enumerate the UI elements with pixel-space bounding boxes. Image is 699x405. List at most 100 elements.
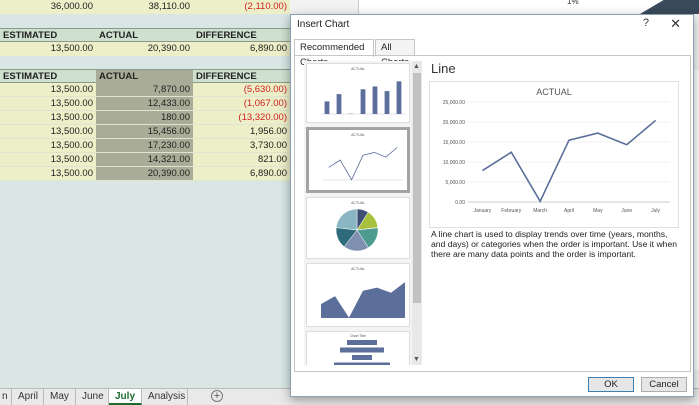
thumb-pie-slice bbox=[335, 208, 358, 231]
cell-actual-top[interactable]: 38,110.00 bbox=[96, 0, 193, 14]
thumbnail-area-chart[interactable]: ACTUAL bbox=[306, 263, 410, 327]
x-tick-label: June bbox=[621, 208, 632, 214]
y-tick-label: 15,000.00 bbox=[443, 140, 465, 146]
preview-chart-type: Line bbox=[431, 61, 456, 76]
y-tick-label: 0.00 bbox=[455, 200, 465, 206]
cell-difference[interactable]: 1,956.00 bbox=[193, 125, 290, 139]
cell-actual[interactable]: 12,433.00 bbox=[96, 97, 193, 111]
y-tick-label: 10,000.00 bbox=[443, 160, 465, 166]
thumbnail-pie-chart[interactable]: ACTUAL bbox=[306, 197, 410, 259]
scroll-thumb[interactable] bbox=[413, 73, 421, 303]
dialog-body: ACTUAL ACTUAL ACTUAL ACTUAL Chart Title … bbox=[294, 55, 691, 372]
thumb-funnel-bar bbox=[334, 362, 390, 365]
cell-difference[interactable]: 6,890.00 bbox=[193, 167, 290, 181]
thumbnail-funnel-chart[interactable]: Chart Title bbox=[306, 331, 410, 365]
cell-actual[interactable]: 7,870.00 bbox=[96, 83, 193, 97]
cell-difference[interactable]: (5,630.00) bbox=[193, 83, 290, 97]
cell-summary-estimated[interactable]: 13,500.00 bbox=[0, 42, 96, 56]
x-tick-label: February bbox=[501, 208, 522, 214]
y-tick-label: 20,000.00 bbox=[443, 120, 465, 126]
main-line-chart: ACTUAL 0.00 5,000.00 10,000.00 15,000.00 20,0… bbox=[443, 87, 670, 214]
tab-june[interactable]: June bbox=[76, 389, 109, 405]
thumb-bar bbox=[336, 94, 342, 114]
thumb-funnel-bar bbox=[347, 340, 377, 345]
top-row: 36,000.00 38,110.00 (2,110.00) bbox=[0, 0, 290, 14]
thumb-bar bbox=[396, 81, 402, 114]
thumbnail-line-chart[interactable]: ACTUAL bbox=[306, 127, 410, 193]
header-difference[interactable]: DIFFERENCE bbox=[196, 30, 257, 41]
cell-actual[interactable]: 20,390.00 bbox=[96, 167, 193, 181]
ok-button[interactable]: OK bbox=[588, 377, 634, 392]
cell-estimated[interactable]: 13,500.00 bbox=[0, 125, 96, 139]
summary-row: 13,500.00 20,390.00 6,890.00 bbox=[0, 42, 290, 56]
scroll-up-icon[interactable]: ▲ bbox=[413, 63, 420, 70]
thumbnail-bar-chart[interactable]: ACTUAL bbox=[306, 63, 410, 123]
cell-difference[interactable]: 821.00 bbox=[193, 153, 290, 167]
cell-summary-actual[interactable]: 20,390.00 bbox=[96, 42, 193, 56]
scroll-down-icon[interactable]: ▼ bbox=[413, 356, 420, 363]
chart-thumbnail-list: ACTUAL ACTUAL ACTUAL ACTUAL Chart Title bbox=[304, 61, 422, 365]
cell-difference[interactable]: 3,730.00 bbox=[193, 139, 290, 153]
tab-all-charts[interactable]: All Charts bbox=[375, 39, 415, 68]
cell-difference[interactable]: (13,320.00) bbox=[193, 111, 290, 125]
header-actual-selected[interactable]: ACTUAL bbox=[96, 70, 193, 84]
thumb-pie-svg: ACTUAL bbox=[335, 201, 379, 252]
cell-estimated[interactable]: 13,500.00 bbox=[0, 139, 96, 153]
header-estimated[interactable]: ESTIMATED bbox=[3, 30, 58, 41]
thumb-funnel-bar bbox=[352, 355, 372, 360]
thumb-title: Chart Title bbox=[350, 334, 366, 338]
thumb-bar-svg: ACTUAL bbox=[321, 67, 405, 115]
header-difference[interactable]: DIFFERENCE bbox=[196, 71, 257, 82]
cell-estimated[interactable]: 13,500.00 bbox=[0, 153, 96, 167]
cell-estimated[interactable]: 13,500.00 bbox=[0, 111, 96, 125]
thumb-bar bbox=[384, 91, 390, 114]
table-row: 13,500.00 20,390.00 6,890.00 bbox=[0, 167, 290, 181]
cell-estimated-top[interactable]: 36,000.00 bbox=[0, 0, 96, 14]
thumb-title: ACTUAL bbox=[351, 267, 365, 271]
x-tick-label: January bbox=[474, 208, 492, 214]
cell-actual[interactable]: 14,321.00 bbox=[96, 153, 193, 167]
dialog-title: Insert Chart bbox=[297, 19, 350, 30]
cell-estimated[interactable]: 13,500.00 bbox=[0, 167, 96, 181]
help-button[interactable]: ? bbox=[642, 17, 649, 29]
cell-summary-difference[interactable]: 6,890.00 bbox=[193, 42, 290, 56]
table-row: 13,500.00 14,321.00 821.00 bbox=[0, 153, 290, 167]
detail-header-row: ESTIMATED ACTUAL DIFFERENCE bbox=[0, 69, 290, 84]
tab-prev[interactable]: n bbox=[0, 389, 12, 405]
y-tick-label: 25,000.00 bbox=[443, 100, 465, 106]
cancel-button[interactable]: Cancel bbox=[641, 377, 687, 392]
header-actual[interactable]: ACTUAL bbox=[99, 30, 139, 41]
chart-title: ACTUAL bbox=[536, 87, 572, 97]
thumb-funnel-svg: Chart Title bbox=[334, 334, 390, 365]
tab-july[interactable]: July bbox=[109, 389, 142, 405]
thumb-bar bbox=[372, 86, 378, 114]
cell-difference-top[interactable]: (2,110.00) bbox=[193, 0, 290, 14]
cell-difference[interactable]: (1,067.00) bbox=[193, 97, 290, 111]
x-tick-label: April bbox=[564, 208, 574, 214]
x-tick-label: May bbox=[593, 208, 603, 214]
summary-header-row: ESTIMATED ACTUAL DIFFERENCE bbox=[0, 28, 290, 42]
thumb-title: ACTUAL bbox=[351, 201, 365, 205]
insert-chart-dialog: Insert Chart ? ✕ Recommended Charts All … bbox=[290, 14, 694, 397]
series-line-actual bbox=[482, 119, 657, 203]
table-row: 13,500.00 12,433.00 (1,067.00) bbox=[0, 97, 290, 111]
right-top-text: 1% bbox=[567, 0, 579, 6]
tab-april[interactable]: April bbox=[12, 389, 44, 405]
cell-actual[interactable]: 17,230.00 bbox=[96, 139, 193, 153]
close-button[interactable]: ✕ bbox=[670, 16, 681, 31]
y-tick-label: 5,000.00 bbox=[446, 180, 466, 186]
cell-estimated[interactable]: 13,500.00 bbox=[0, 83, 96, 97]
thumbnail-scrollbar[interactable]: ▲ ▼ bbox=[412, 61, 422, 365]
table-row: 13,500.00 180.00 (13,320.00) bbox=[0, 111, 290, 125]
tab-may[interactable]: May bbox=[44, 389, 76, 405]
add-sheet-icon[interactable]: + bbox=[211, 390, 223, 402]
header-estimated[interactable]: ESTIMATED bbox=[3, 71, 58, 82]
x-tick-label: July bbox=[651, 208, 660, 214]
cell-estimated[interactable]: 13,500.00 bbox=[0, 97, 96, 111]
x-tick-label: March bbox=[533, 208, 547, 214]
cell-actual[interactable]: 180.00 bbox=[96, 111, 193, 125]
tab-analysis[interactable]: Analysis bbox=[142, 389, 188, 405]
thumb-area-svg: ACTUAL bbox=[321, 267, 405, 318]
cell-actual[interactable]: 15,456.00 bbox=[96, 125, 193, 139]
thumb-funnel-bar bbox=[340, 347, 384, 353]
